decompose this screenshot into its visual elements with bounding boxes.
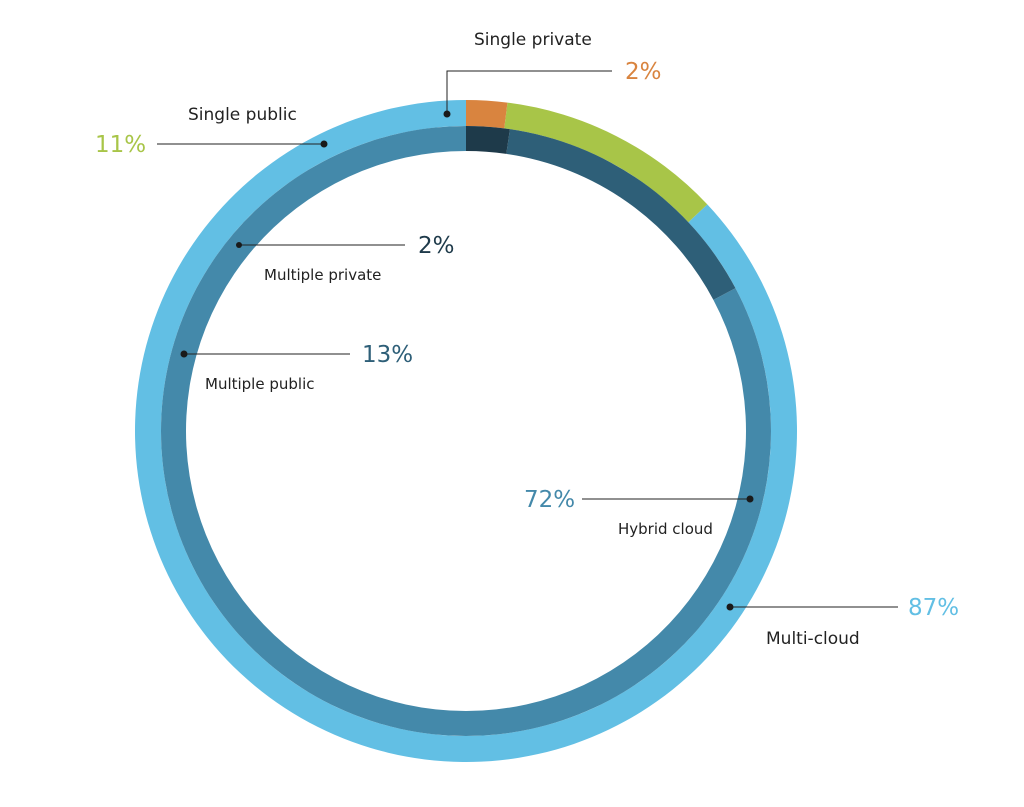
callout-hybrid-cloud: 72% Hybrid cloud [524,487,754,538]
leader-dot-single-private [443,110,451,118]
label-single-private: Single private [474,30,592,50]
percent-multi-cloud: 87% [908,595,959,621]
callout-multiple-private: 2% Multiple private [236,233,455,284]
callout-single-private: 2% Single private [443,30,662,118]
label-multi-cloud: Multi-cloud [766,629,860,649]
percent-single-private: 2% [625,59,662,85]
label-multiple-public: Multiple public [205,375,314,393]
label-multiple-private: Multiple private [264,266,381,284]
leader-line-single-private [446,70,612,114]
callout-single-public: 11% Single public [95,105,328,158]
percent-hybrid-cloud: 72% [524,487,575,513]
outer-ring [135,100,798,763]
slice-single-public [504,102,708,223]
leader-dot-multi-cloud [726,603,734,611]
leader-dot-hybrid-cloud [746,495,754,503]
leader-dot-multiple-private [236,242,242,248]
percent-multiple-private: 2% [418,233,455,259]
leader-dot-single-public [320,140,328,148]
percent-multiple-public: 13% [362,342,413,368]
slice-multiple-public [506,129,736,300]
callout-multiple-public: 13% Multiple public [180,342,413,393]
label-hybrid-cloud: Hybrid cloud [618,520,713,538]
percent-single-public: 11% [95,132,146,158]
leader-dot-multiple-public [180,350,188,358]
slice-multiple-private [466,126,510,154]
label-single-public: Single public [188,105,297,125]
slice-single-private [466,100,508,129]
inner-ring [161,126,772,736]
callout-multi-cloud: 87% Multi-cloud [726,595,959,649]
